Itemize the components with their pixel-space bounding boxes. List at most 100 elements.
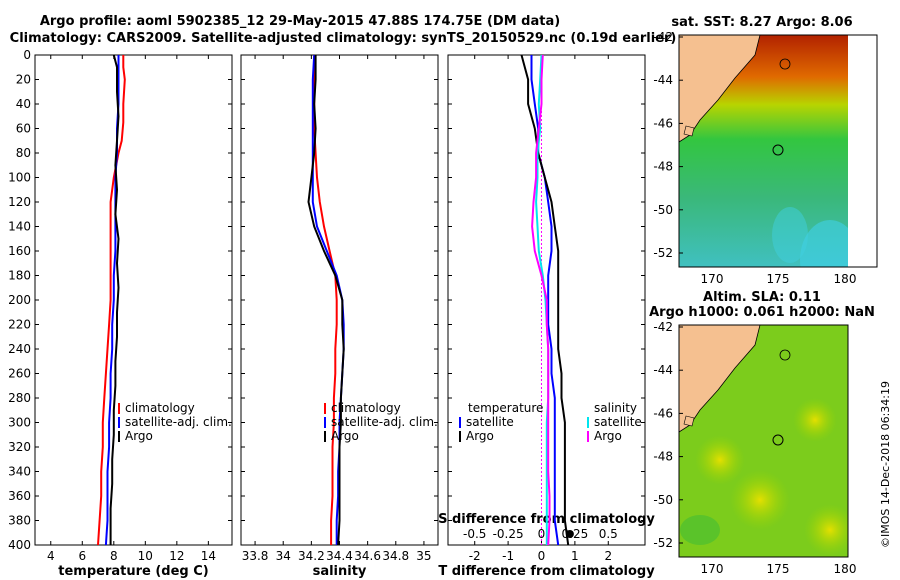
y-tick-label: 60 xyxy=(16,122,31,136)
sla-map-title-2: Argo h1000: 0.061 h2000: NaN xyxy=(649,305,875,320)
sst-map-frame xyxy=(678,34,878,268)
series-line-argo xyxy=(109,54,120,545)
x-tick-label: 1 xyxy=(571,549,579,563)
chatham-contour-2 xyxy=(779,349,791,361)
sla-high-patch-3 xyxy=(793,398,837,442)
map-y-tick-label: -48 xyxy=(653,450,673,464)
y-tick-label: 380 xyxy=(8,514,31,528)
map-x-tick-label: 175 xyxy=(767,562,790,576)
map-y-tick-label: -46 xyxy=(653,116,673,130)
y-tick-label: 200 xyxy=(8,293,31,307)
argo-position-marker xyxy=(772,144,784,156)
panel-salinity: 33.8 34 34.2 34.4 34.6 34.8 35 salinity climatol… xyxy=(240,54,439,579)
x-tick-label: 33.8 xyxy=(242,549,269,563)
y-tick-label: 100 xyxy=(8,171,31,185)
series-line-t-argo xyxy=(520,54,570,546)
map-y-tick-label: -48 xyxy=(653,160,673,174)
land-stewart-island xyxy=(683,125,695,137)
map-x-tick-label: 180 xyxy=(834,562,857,576)
x-tick-label: 6 xyxy=(78,549,86,563)
legend-label: satellite xyxy=(466,415,514,429)
x-axis-label: T difference from climatology xyxy=(438,564,655,579)
series-line-climatology xyxy=(97,55,126,546)
legend-label: Argo xyxy=(466,429,494,443)
y-tick-label: 400 xyxy=(8,538,31,552)
x-tick-label: 34 xyxy=(276,549,291,563)
sla-high-patch xyxy=(695,435,745,485)
map-y-tick-label: -44 xyxy=(653,73,673,87)
top-tick-label: -0.5 xyxy=(463,527,486,541)
y-tick-label: 240 xyxy=(8,342,31,356)
map-y-tick-label: -44 xyxy=(653,363,673,377)
legend-label: Argo xyxy=(125,429,153,443)
x-tick-label: -2 xyxy=(469,549,481,563)
y-tick-label: 220 xyxy=(8,318,31,332)
y-tick-label: 140 xyxy=(8,220,31,234)
credit-text: ©IMOS 14-Dec-2018 06:34:19 xyxy=(879,381,892,548)
legend-title: salinity xyxy=(594,401,637,415)
title-line-1: Argo profile: aoml 5902385_12 29-May-201… xyxy=(40,14,560,29)
x-tick-label: 0 xyxy=(538,549,546,563)
sla-map: Altim. SLA: 0.11 Argo h1000: 0.061 h2000… xyxy=(649,290,892,576)
x-axis-label: temperature (deg C) xyxy=(58,564,208,579)
sst-map-blank xyxy=(848,35,877,267)
x-tick-label: 34.2 xyxy=(298,549,325,563)
y-tick-label: 40 xyxy=(16,97,31,111)
x-tick-label: 34.4 xyxy=(326,549,353,563)
x-tick-label: 4 xyxy=(47,549,55,563)
y-tick-label: 340 xyxy=(8,465,31,479)
x-tick-label: 35 xyxy=(416,549,431,563)
y-tick-label: 360 xyxy=(8,489,31,503)
legend-label: Argo xyxy=(331,429,359,443)
map-x-tick-label: 170 xyxy=(701,562,724,576)
chatham-rise-contour xyxy=(779,58,791,70)
sla-high-patch-2 xyxy=(730,470,790,530)
x-tick-label: -1 xyxy=(502,549,514,563)
panel-temperature: 0 20 40 60 80 100 120 140 160 180 200 220 240 260 280 3… xyxy=(8,48,233,579)
y-tick-label: 260 xyxy=(8,367,31,381)
x-tick-label: 34.6 xyxy=(354,549,381,563)
y-tick-label: 0 xyxy=(23,48,31,62)
x-tick-label: 10 xyxy=(138,549,153,563)
series-line-argo xyxy=(307,55,345,546)
title-line-2: Climatology: CARS2009. Satellite-adjuste… xyxy=(10,31,677,46)
argo-position-marker-2 xyxy=(772,434,784,446)
map-x-tick-label: 180 xyxy=(834,272,857,286)
legend-label: satellite-adj. clim. xyxy=(331,415,438,429)
y-tick-label: 300 xyxy=(8,416,31,430)
x-tick-label: 8 xyxy=(110,549,118,563)
top-tick-label: 0 xyxy=(538,527,546,541)
map-y-tick-label: -42 xyxy=(653,30,673,44)
x-tick-label: 14 xyxy=(201,549,216,563)
legend-label: climatology xyxy=(331,401,401,415)
sla-map-title-1: Altim. SLA: 0.11 xyxy=(703,290,821,305)
x-axis-label: salinity xyxy=(313,564,367,579)
legend-label: climatology xyxy=(125,401,195,415)
legend-label: satellite-adj. clim. xyxy=(125,415,232,429)
map-x-tick-label: 175 xyxy=(767,272,790,286)
x-tick-label: 12 xyxy=(169,549,184,563)
x-tick-label: 2 xyxy=(604,549,612,563)
map-y-tick-label: -50 xyxy=(653,203,673,217)
sla-high-patch-4 xyxy=(804,504,848,556)
top-tick-label: -0.25 xyxy=(493,527,524,541)
sla-low-patch xyxy=(680,515,720,545)
map-x-tick-label: 170 xyxy=(701,272,724,286)
y-tick-label: 320 xyxy=(8,440,31,454)
y-tick-label: 120 xyxy=(8,195,31,209)
sst-map-title: sat. SST: 8.27 Argo: 8.06 xyxy=(671,15,852,30)
y-tick-label: 80 xyxy=(16,146,31,160)
legend-label: satellite xyxy=(594,415,642,429)
land-south-island-2 xyxy=(679,325,761,433)
top-tick-label: 0.5 xyxy=(599,527,618,541)
map-y-tick-label: -42 xyxy=(653,320,673,334)
y-tick-label: 160 xyxy=(8,244,31,258)
series-line-s-satellite xyxy=(535,54,550,545)
legend-title: temperature xyxy=(468,401,543,415)
land-south-island xyxy=(679,35,761,143)
map-y-tick-label: -50 xyxy=(653,493,673,507)
sla-map-frame xyxy=(678,324,849,558)
y-tick-label: 20 xyxy=(16,73,31,87)
